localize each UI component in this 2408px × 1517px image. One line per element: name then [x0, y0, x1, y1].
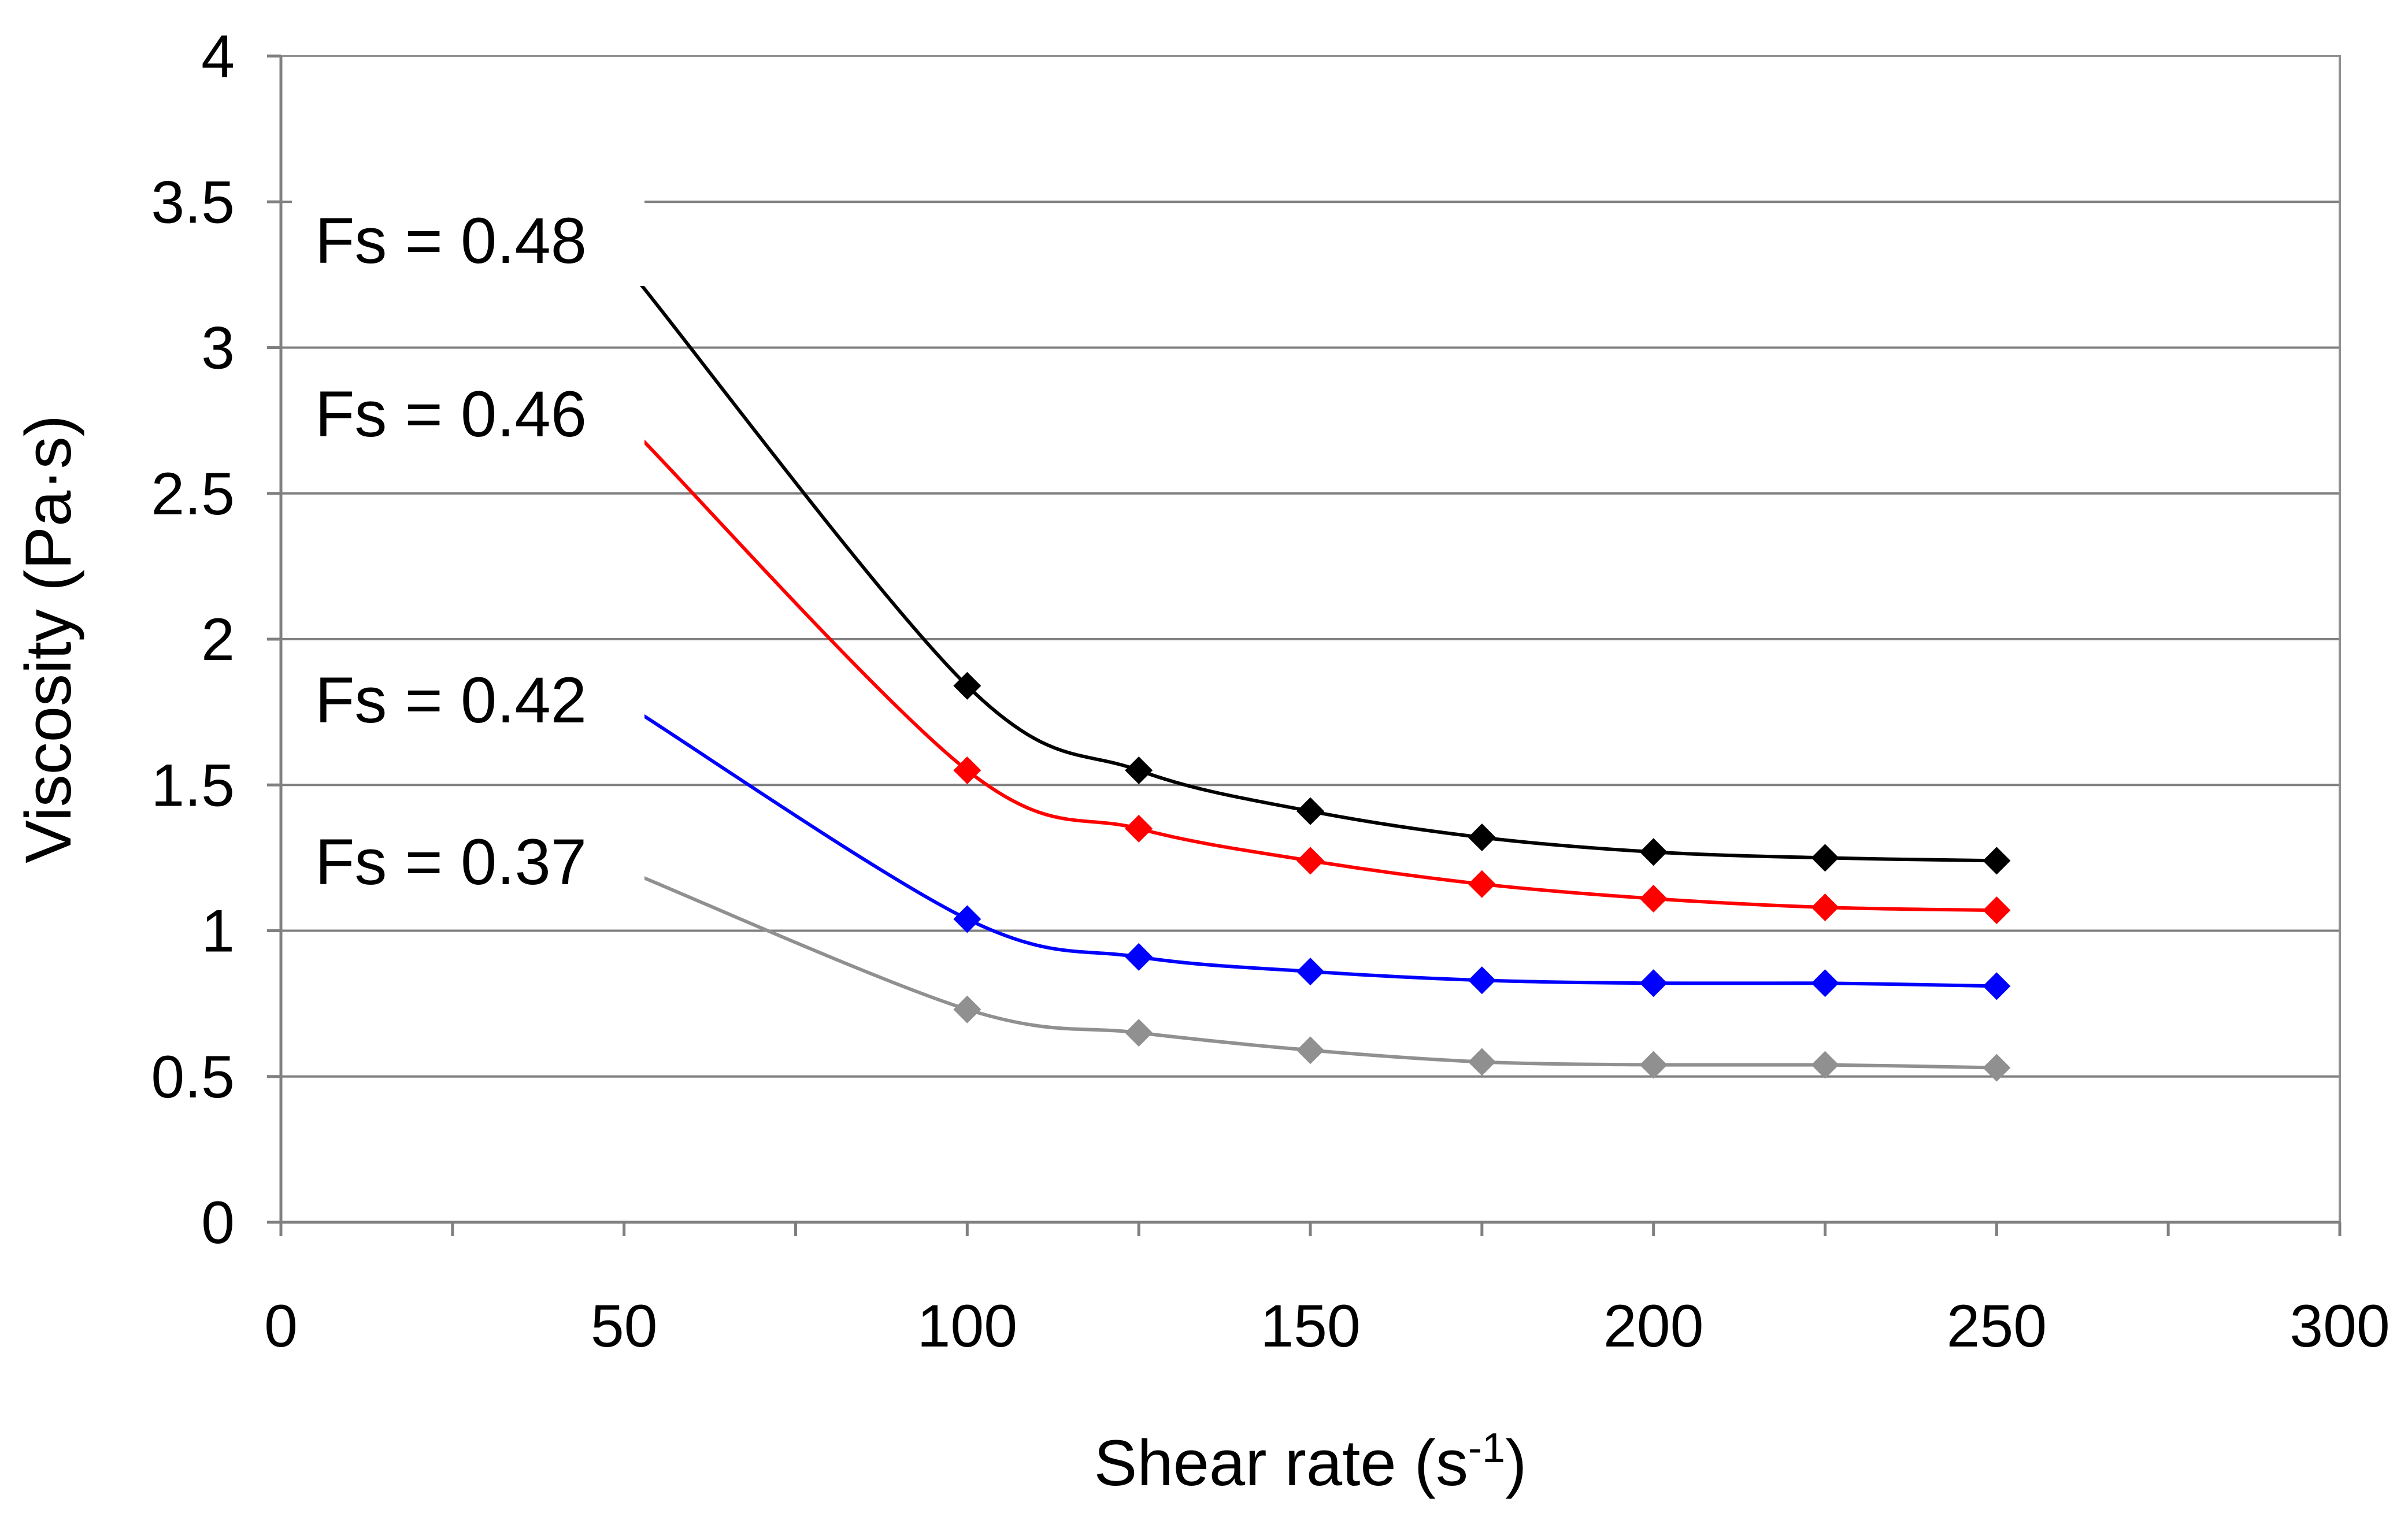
x-axis-title: Shear rate (s-1) [1094, 1425, 1527, 1499]
series-line [636, 279, 1997, 863]
series-label-background [292, 194, 644, 286]
x-axis-title-suffix: ) [1505, 1427, 1527, 1499]
data-point-marker [1983, 896, 2011, 925]
series-label: Fs = 0.42 [315, 664, 587, 736]
data-point-marker [1468, 870, 1496, 898]
data-point-marker [1811, 969, 1839, 997]
series-3 [636, 710, 2011, 1000]
series-label-background [292, 653, 644, 745]
series-2 [636, 433, 2011, 925]
series-1 [636, 279, 2011, 875]
series-label-background [292, 367, 644, 459]
x-tick-label: 150 [1260, 1293, 1361, 1360]
data-point-marker [1296, 958, 1324, 986]
data-point-marker [1639, 969, 1668, 997]
x-tick-label: 250 [1947, 1293, 2047, 1360]
series-labels: Fs = 0.48 Fs = 0.46 Fs = 0.42 Fs = 0.37 [292, 194, 644, 907]
data-point-marker [953, 672, 981, 700]
data-point-marker [1983, 847, 2011, 875]
series-layer [636, 279, 2011, 1082]
data-point-marker [1125, 1019, 1153, 1047]
data-point-marker [1468, 824, 1496, 852]
x-tick-label: 0 [264, 1293, 298, 1360]
x-tick-label: 100 [917, 1293, 1018, 1360]
data-point-marker [1811, 893, 1839, 922]
data-point-marker [1296, 1036, 1324, 1065]
x-tick-label: 300 [2290, 1293, 2390, 1360]
data-point-marker [1983, 1054, 2011, 1082]
x-axis-title-text: Shear rate (s [1094, 1427, 1468, 1499]
y-tick-label: 3 [201, 315, 235, 382]
data-point-marker [1296, 847, 1324, 875]
data-point-marker [1468, 966, 1496, 995]
data-point-marker [1125, 943, 1153, 971]
series-line [637, 873, 1997, 1070]
data-point-marker [953, 756, 981, 785]
axes: 0 0.5 1 1.5 2 2.5 3 3.5 4 0 50 100 150 200 250 300 [151, 23, 2390, 1360]
series-label: Fs = 0.37 [315, 826, 587, 898]
y-axis-title: Viscosity (Pa·s) [12, 415, 84, 863]
data-point-marker [1811, 844, 1839, 872]
data-point-marker [953, 995, 981, 1023]
data-point-marker [953, 905, 981, 933]
data-point-marker [1811, 1051, 1839, 1079]
y-tick-label: 2 [201, 606, 235, 673]
data-point-marker [1639, 885, 1668, 913]
data-point-marker [1639, 838, 1668, 866]
y-tick-label: 3.5 [151, 169, 235, 236]
y-tick-label: 0.5 [151, 1044, 235, 1111]
data-point-marker [1125, 814, 1153, 843]
y-tick-label: 1 [201, 898, 235, 965]
data-point-marker [1125, 756, 1153, 785]
y-tick-label: 2.5 [151, 461, 235, 528]
data-point-marker [1983, 972, 2011, 1000]
x-tick-label: 50 [591, 1293, 658, 1360]
series-4 [637, 873, 2011, 1082]
y-tick-label: 1.5 [151, 752, 235, 819]
data-point-marker [1296, 797, 1324, 825]
y-tick-label: 0 [201, 1189, 235, 1256]
y-tick-label: 4 [201, 23, 235, 90]
data-point-marker [1639, 1051, 1668, 1079]
series-label: Fs = 0.48 [315, 205, 587, 277]
data-point-marker [1468, 1048, 1496, 1076]
series-label: Fs = 0.46 [315, 378, 587, 450]
series-label-background [292, 815, 644, 907]
series-line [636, 710, 1997, 988]
x-tick-label: 200 [1603, 1293, 1704, 1360]
x-axis-title-superscript: -1 [1468, 1425, 1505, 1471]
series-line [636, 433, 1997, 913]
